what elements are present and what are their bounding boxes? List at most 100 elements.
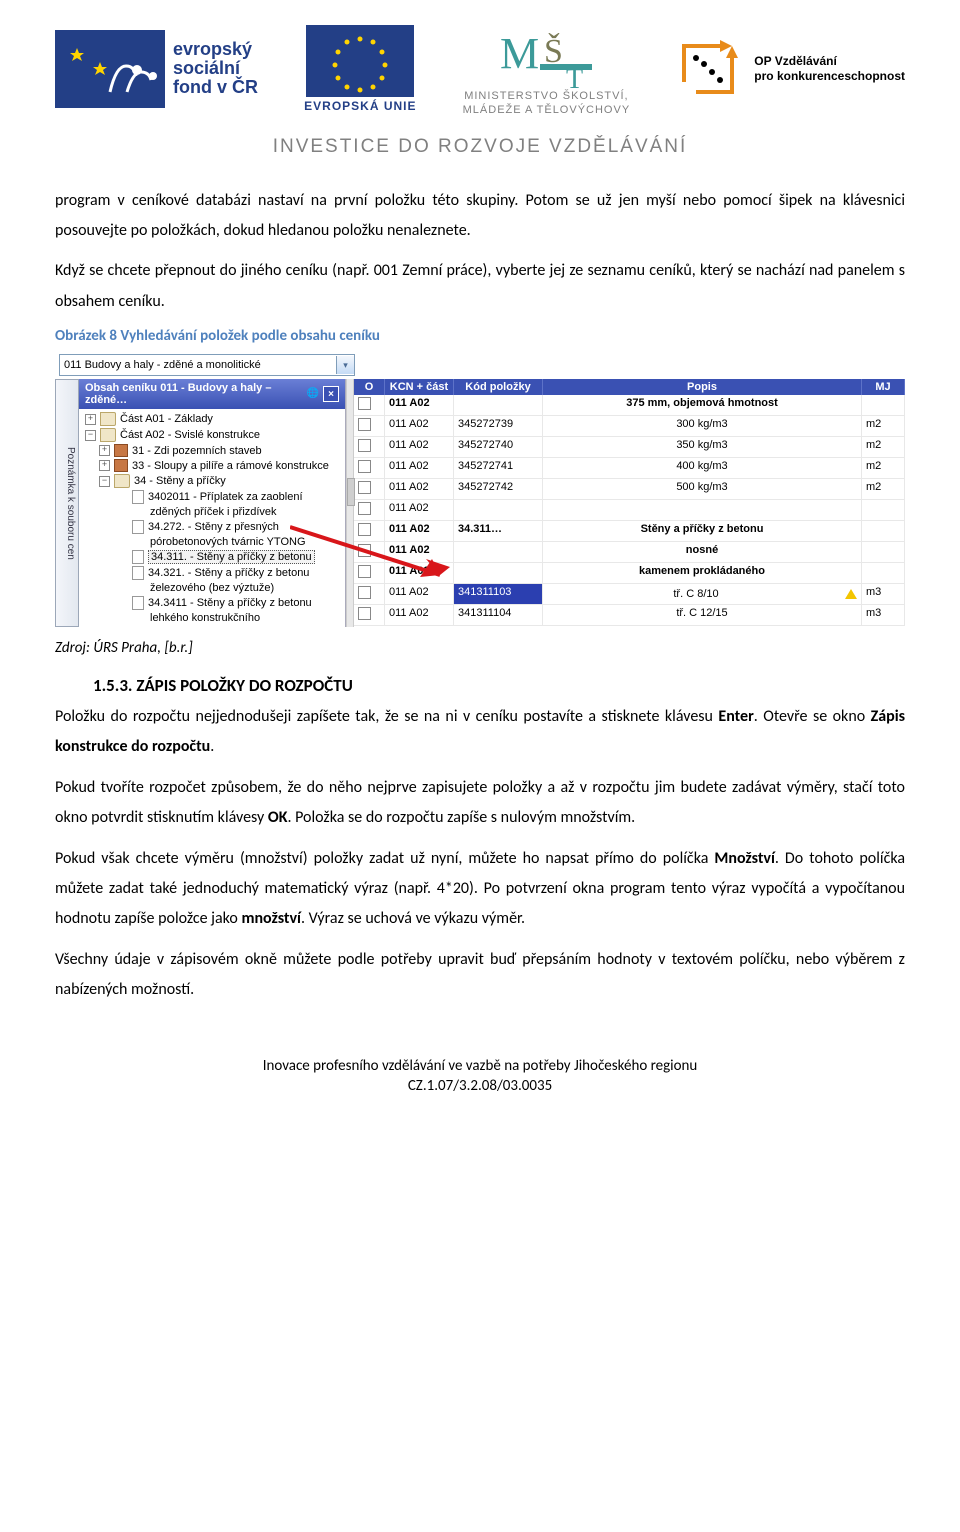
op-line1: OP Vzdělávání — [754, 54, 905, 68]
globe-icon[interactable]: 🌐 — [306, 386, 320, 400]
tree-row[interactable]: pórobetonových tvárnic YTONG — [81, 535, 343, 549]
checkbox[interactable] — [358, 607, 371, 620]
tree-label: lehkého konstrukčního — [150, 612, 260, 624]
tree-label: 33 - Sloupy a pilíře a rámové konstrukce — [132, 460, 329, 472]
tree-row[interactable]: zděných příček i přizdívek — [81, 505, 343, 519]
screenshot-columns: Poznámka k souboru cen Obsah ceníku 011 … — [55, 379, 905, 627]
expand-icon[interactable]: + — [99, 460, 110, 471]
pricelist-select[interactable]: 011 Budovy a haly - zděné a monolitické … — [59, 354, 355, 376]
table-row[interactable]: 011 A02 — [354, 500, 905, 521]
table-row[interactable]: 011 A02nosné — [354, 542, 905, 563]
esf-logo: evropský sociální fond v ČR — [55, 30, 258, 108]
expand-icon[interactable]: − — [99, 476, 110, 487]
table-row[interactable]: 011 A02345272742500 kg/m3m2 — [354, 479, 905, 500]
cell-kod: 345272742 — [454, 479, 543, 499]
esf-line3: fond v ČR — [173, 78, 258, 97]
tree-row[interactable]: 3402011 - Příplatek za zaoblení — [81, 489, 343, 505]
tree-label: 3402011 - Příplatek za zaoblení — [148, 491, 303, 503]
investice-heading: INVESTICE DO ROZVOJE VZDĚLÁVÁNÍ — [55, 136, 905, 158]
cell-kod — [454, 500, 543, 520]
tree-label: 34.3411 - Stěny a příčky z betonu — [148, 597, 312, 609]
chevron-down-icon[interactable]: ▾ — [336, 356, 354, 374]
tree-title-text: Obsah ceníku 011 - Budovy a haly – zděné… — [85, 382, 306, 406]
expand-icon[interactable]: − — [85, 430, 96, 441]
checkbox[interactable] — [358, 586, 371, 599]
brick-icon — [114, 459, 128, 472]
tree-label: Část A01 - Základy — [120, 413, 213, 425]
esf-text: evropský sociální fond v ČR — [173, 40, 258, 97]
page-container: evropský sociální fond v ČR — [0, 0, 960, 1136]
cell-kod: 341311104 — [454, 605, 543, 625]
checkbox[interactable] — [358, 481, 371, 494]
pricelist-select-row: 011 Budovy a haly - zděné a monolitické … — [55, 351, 905, 379]
tree-row[interactable]: +33 - Sloupy a pilíře a rámové konstrukc… — [81, 458, 343, 473]
close-icon[interactable]: × — [323, 386, 339, 402]
scroll-handle[interactable] — [346, 379, 354, 627]
grid-panel: O KCN + část Kód položky Popis MJ 011 A0… — [354, 379, 905, 627]
book-icon — [114, 474, 130, 488]
cell-kcn: 011 A02 — [385, 563, 454, 583]
paragraph-1: program v ceníkové databázi nastaví na p… — [55, 186, 905, 247]
table-row[interactable]: 011 A02345272740350 kg/m3m2 — [354, 437, 905, 458]
op-text: OP Vzdělávání pro konkurenceschopnost — [754, 54, 905, 83]
checkbox[interactable] — [358, 544, 371, 557]
tree-row[interactable]: 34.321. - Stěny a příčky z betonu — [81, 565, 343, 581]
cell-kcn: 011 A02 — [385, 416, 454, 436]
cell-popis: Stěny a příčky z betonu — [543, 521, 862, 541]
tree-row[interactable]: 34.311. - Stěny a příčky z betonu — [81, 549, 343, 565]
cell-kcn: 011 A02 — [385, 542, 454, 562]
cell-mj — [862, 563, 905, 583]
cell-mj — [862, 521, 905, 541]
esf-line2: sociální — [173, 59, 258, 78]
tree-label: Část A02 - Svislé konstrukce — [120, 429, 260, 441]
tree-label: pórobetonových tvárnic YTONG — [150, 536, 306, 548]
cell-mj: m3 — [862, 605, 905, 625]
page-icon — [132, 566, 144, 580]
col-o: O — [354, 379, 385, 395]
checkbox[interactable] — [358, 460, 371, 473]
tree-row[interactable]: 34.272. - Stěny z přesných — [81, 519, 343, 535]
tree-row[interactable]: + Část A01 - Základy — [81, 411, 343, 427]
page-icon — [132, 490, 144, 504]
table-row[interactable]: 011 A02375 mm, objemová hmotnost — [354, 395, 905, 416]
checkbox[interactable] — [358, 418, 371, 431]
checkbox[interactable] — [358, 523, 371, 536]
cell-mj: m2 — [862, 479, 905, 499]
msmt-logo: M Š T MINISTERSTVO ŠKOLSTVÍ, MLÁDEŽE A T… — [463, 20, 631, 118]
tree-row[interactable]: lehkého konstrukčního — [81, 611, 343, 625]
tree-row[interactable]: železového (bez výztuže) — [81, 581, 343, 595]
checkbox[interactable] — [358, 502, 371, 515]
cell-kcn: 011 A02 — [385, 605, 454, 625]
table-row[interactable]: 011 A02341311103tř. C 8/10 m3 — [354, 584, 905, 605]
checkbox[interactable] — [358, 439, 371, 452]
checkbox[interactable] — [358, 397, 371, 410]
body2-p3: Pokud však chcete výměru (množství) polo… — [55, 844, 905, 935]
msmt-line1: MINISTERSTVO ŠKOLSTVÍ, — [464, 90, 628, 104]
tree-label: 34.272. - Stěny z přesných — [148, 521, 279, 533]
tree-row[interactable]: 34.3411 - Stěny a příčky z betonu — [81, 595, 343, 611]
tree-row[interactable]: −34 - Stěny a příčky — [81, 473, 343, 489]
cell-kcn: 011 A02 — [385, 521, 454, 541]
cell-kcn: 011 A02 — [385, 437, 454, 457]
table-row[interactable]: 011 A02341311104tř. C 12/15m3 — [354, 605, 905, 626]
side-tab-note[interactable]: Poznámka k souboru cen — [55, 379, 79, 627]
expand-icon[interactable]: + — [85, 414, 96, 425]
section-number: 1.5.3. — [93, 675, 132, 696]
table-row[interactable]: 011 A0234.311…Stěny a příčky z betonu — [354, 521, 905, 542]
svg-text:M: M — [500, 29, 539, 78]
expand-icon[interactable]: + — [99, 445, 110, 456]
page-icon — [132, 550, 144, 564]
page-icon — [132, 520, 144, 534]
table-row[interactable]: 011 A02345272741400 kg/m3m2 — [354, 458, 905, 479]
cell-popis: 350 kg/m3 — [543, 437, 862, 457]
eu-logo: EVROPSKÁ UNIE — [304, 25, 416, 113]
table-row[interactable]: 011 A02345272739300 kg/m3m2 — [354, 416, 905, 437]
checkbox[interactable] — [358, 565, 371, 578]
figure-caption: Obrázek 8 Vyhledávání položek podle obsa… — [55, 327, 905, 345]
col-kod: Kód položky — [454, 379, 543, 395]
grid-header: O KCN + část Kód položky Popis MJ — [354, 379, 905, 395]
cell-popis: 300 kg/m3 — [543, 416, 862, 436]
tree-row[interactable]: − Část A02 - Svislé konstrukce — [81, 427, 343, 443]
tree-row[interactable]: +31 - Zdi pozemních staveb — [81, 443, 343, 458]
table-row[interactable]: 011 A02kamenem prokládaného — [354, 563, 905, 584]
